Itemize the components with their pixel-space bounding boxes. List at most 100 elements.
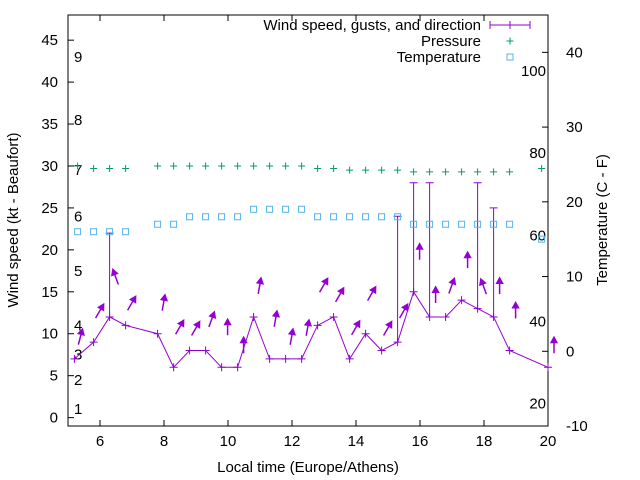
wind-direction-arrow xyxy=(511,300,520,319)
pressure-point xyxy=(250,162,258,170)
wind-direction-arrow xyxy=(463,250,472,269)
pressure-point xyxy=(458,168,466,176)
temperature-point xyxy=(218,213,226,221)
pressure-point xyxy=(506,168,514,176)
temperature-point xyxy=(474,220,482,228)
wind-direction-arrow xyxy=(479,277,488,295)
wind-direction-arrow xyxy=(208,310,217,328)
pressure-point xyxy=(90,164,98,172)
fahrenheit-labels: 20 40 60 80 100 xyxy=(521,63,546,413)
wind-speed-point xyxy=(441,312,450,321)
legend-swatch-wind xyxy=(489,21,531,29)
legend-label-wind: Wind speed, gusts, and direction xyxy=(263,17,481,34)
plot-frame xyxy=(67,14,549,427)
wind-direction-arrow xyxy=(223,317,232,336)
legend-swatch-temperature xyxy=(506,53,514,61)
pressure-point xyxy=(170,162,178,170)
wind-speed-point xyxy=(544,363,552,372)
y-tick-label: 0 xyxy=(50,410,58,427)
pressure-point xyxy=(234,162,242,170)
wind-speed-point xyxy=(249,312,258,321)
temperature-point xyxy=(506,220,514,228)
y-tick-label: 15 xyxy=(41,284,58,301)
wind-direction-arrow xyxy=(431,285,440,303)
y-tick-label: 20 xyxy=(41,242,58,259)
temperature-point xyxy=(346,213,354,221)
wind-speed-point xyxy=(265,354,274,363)
wind-direction-arrow xyxy=(350,319,361,336)
temperature-point xyxy=(394,213,402,221)
temperature-point xyxy=(234,213,242,221)
x-tick-label: 14 xyxy=(348,433,365,450)
temperature-point xyxy=(330,213,338,221)
wind-direction-arrow xyxy=(448,276,457,294)
pressure-point xyxy=(330,164,338,172)
wind-speed-point xyxy=(70,354,79,363)
wind-gust-bar xyxy=(393,215,402,343)
x-tick-label: 10 xyxy=(220,433,237,450)
pressure-point xyxy=(490,168,498,176)
wind-direction-arrow xyxy=(398,302,409,319)
pressure-point xyxy=(106,164,114,172)
y-tick-label: 40 xyxy=(41,74,58,91)
fahrenheit-label: 20 xyxy=(529,396,546,413)
wind-gust-bar xyxy=(409,182,418,292)
wind-speed-point xyxy=(201,346,210,355)
y2-tick-label: 40 xyxy=(566,44,583,61)
temperature-point xyxy=(378,213,386,221)
pressure-point xyxy=(442,168,450,176)
temperature-point xyxy=(362,213,370,221)
beaufort-label: 8 xyxy=(74,112,82,129)
wind-speed-point xyxy=(377,346,386,355)
pressure-point xyxy=(202,162,210,170)
x-tick-label: 18 xyxy=(476,433,493,450)
y-axis-label: Wind speed (kt - Beaufort) xyxy=(5,132,22,307)
wind-direction-arrow xyxy=(549,335,559,354)
y2-tick-label: -10 xyxy=(566,418,588,435)
wind-direction-arrow xyxy=(334,286,345,303)
beaufort-label: 2 xyxy=(74,372,82,389)
wind-speed-point xyxy=(89,338,98,347)
wind-direction-arrow xyxy=(190,320,201,336)
temperature-point xyxy=(266,205,274,213)
legend-label-pressure: Pressure xyxy=(421,33,481,50)
wind-speed-point xyxy=(457,296,466,305)
temperature-point xyxy=(410,220,418,228)
wind-direction-arrow xyxy=(174,319,185,335)
temperature-point xyxy=(314,213,322,221)
wind-direction-arrow xyxy=(415,242,424,260)
wind-direction-arrow xyxy=(303,318,313,336)
y-tick-label: 45 xyxy=(41,32,58,49)
wind-speed-point xyxy=(217,363,226,372)
temperature-point xyxy=(282,205,290,213)
wind-speed-point xyxy=(281,354,290,363)
wind-direction-arrow xyxy=(495,276,504,294)
wind-speed-line xyxy=(74,290,549,369)
temperature-point xyxy=(250,205,258,213)
wind-gust-bar xyxy=(425,182,434,317)
temperature-point xyxy=(90,228,98,236)
fahrenheit-label: 40 xyxy=(529,313,546,330)
x-tick-label: 12 xyxy=(284,433,301,450)
temperature-point xyxy=(74,228,82,236)
wind-direction-arrow xyxy=(159,293,169,311)
pressure-point xyxy=(394,166,402,174)
wind-direction-arrow xyxy=(271,309,281,327)
pressure-point xyxy=(74,162,82,170)
wind-direction-arrow xyxy=(126,295,137,311)
wind-speed-point xyxy=(313,321,322,330)
axes: 6 8 10 12 14 16 18 20051015202530354045-1001020… xyxy=(41,15,588,450)
wind-direction-arrow xyxy=(255,276,265,294)
temperature-point xyxy=(458,220,466,228)
wind-direction-arrow xyxy=(239,335,248,354)
pressure-point xyxy=(346,166,354,174)
wind-direction-arrow xyxy=(318,277,329,293)
beaufort-label: 4 xyxy=(74,317,82,334)
fahrenheit-label: 80 xyxy=(529,145,546,162)
wind-speed-point xyxy=(185,346,194,355)
wind-direction-arrow xyxy=(111,267,120,285)
pressure-point xyxy=(474,168,482,176)
pressure-point xyxy=(538,164,546,172)
wind-speed-point xyxy=(505,346,514,355)
